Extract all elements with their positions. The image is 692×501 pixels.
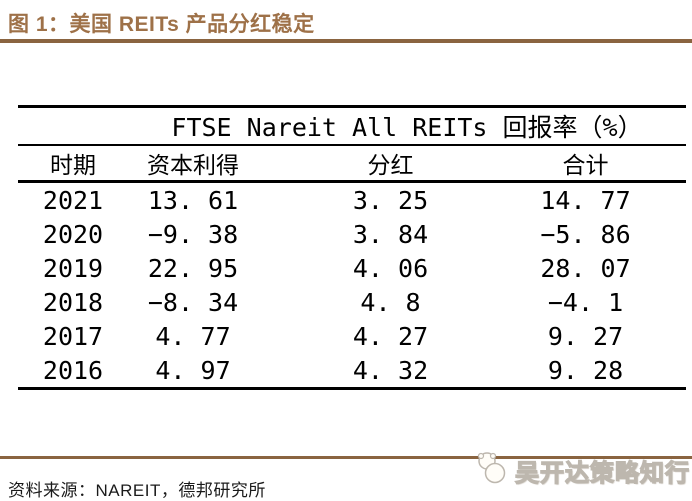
empty-cell [648, 353, 686, 389]
cell-period: 2019 [42, 253, 104, 283]
table-row: 2019 22. 95 4. 06 28. 07 [18, 251, 686, 285]
cell-dividend: 3. 25 [352, 185, 429, 215]
empty-cell [18, 107, 128, 146]
col-header-period: 时期 [50, 152, 96, 178]
title-divider-rule [0, 39, 692, 43]
source-divider-rule [0, 456, 692, 459]
cell-period: 2018 [42, 287, 104, 317]
cell-capital-gain: −9. 38 [147, 219, 239, 249]
table-column-header-row: 时期 资本利得 分红 合计 [18, 145, 686, 182]
col-header-dividend: 分红 [367, 152, 414, 178]
cell-total: −5. 86 [540, 219, 631, 249]
panda-logo-icon [473, 449, 511, 492]
cell-capital-gain: 4. 77 [155, 321, 231, 351]
group-header-label: FTSE Nareit All REITs 回报率（%） [171, 113, 643, 142]
source-note: 资料来源：NAREIT，德邦研究所 [8, 481, 266, 500]
cell-dividend: 3. 84 [352, 219, 429, 249]
cell-capital-gain: −8. 34 [147, 287, 239, 317]
cell-capital-gain: 4. 97 [155, 355, 231, 385]
watermark-label: 吴开达策略知行 [514, 459, 690, 487]
cell-period: 2016 [42, 355, 104, 385]
cell-capital-gain: 22. 95 [147, 253, 239, 283]
figure-title: 图 1：美国 REITs 产品分红稳定 [8, 13, 315, 36]
empty-cell [648, 217, 686, 251]
cell-total: 28. 07 [540, 253, 631, 283]
table-row: 2018 −8. 34 4. 8 −4. 1 [18, 285, 686, 319]
watermark: 吴开达策略知行 [473, 449, 690, 492]
cell-dividend: 4. 27 [352, 321, 429, 351]
cell-total: 9. 28 [547, 355, 624, 385]
table-group-header-row: FTSE Nareit All REITs 回报率（%） [18, 106, 686, 146]
cell-period: 2017 [42, 321, 104, 351]
empty-cell [648, 182, 686, 218]
cell-dividend: 4. 06 [352, 253, 429, 283]
cell-dividend: 4. 8 [360, 287, 421, 317]
empty-cell [648, 319, 686, 353]
cell-period: 2020 [42, 219, 104, 249]
table-row: 2017 4. 77 4. 27 9. 27 [18, 319, 686, 353]
cell-total: −4. 1 [547, 287, 624, 317]
cell-period: 2021 [42, 185, 104, 215]
table-row: 2020 −9. 38 3. 84 −5. 86 [18, 217, 686, 251]
cell-total: 14. 77 [540, 185, 631, 215]
reit-returns-table: FTSE Nareit All REITs 回报率（%） 时期 资本利得 分红 … [18, 105, 686, 390]
empty-cell [648, 285, 686, 319]
table-row: 2016 4. 97 4. 32 9. 28 [18, 353, 686, 389]
cell-total: 9. 27 [547, 321, 624, 351]
empty-cell [648, 251, 686, 285]
empty-cell [648, 145, 686, 182]
cell-capital-gain: 13. 61 [147, 185, 239, 215]
col-header-capital-gain: 资本利得 [147, 152, 239, 178]
cell-dividend: 4. 32 [352, 355, 429, 385]
col-header-total: 合计 [562, 152, 609, 178]
table-row: 2021 13. 61 3. 25 14. 77 [18, 182, 686, 218]
